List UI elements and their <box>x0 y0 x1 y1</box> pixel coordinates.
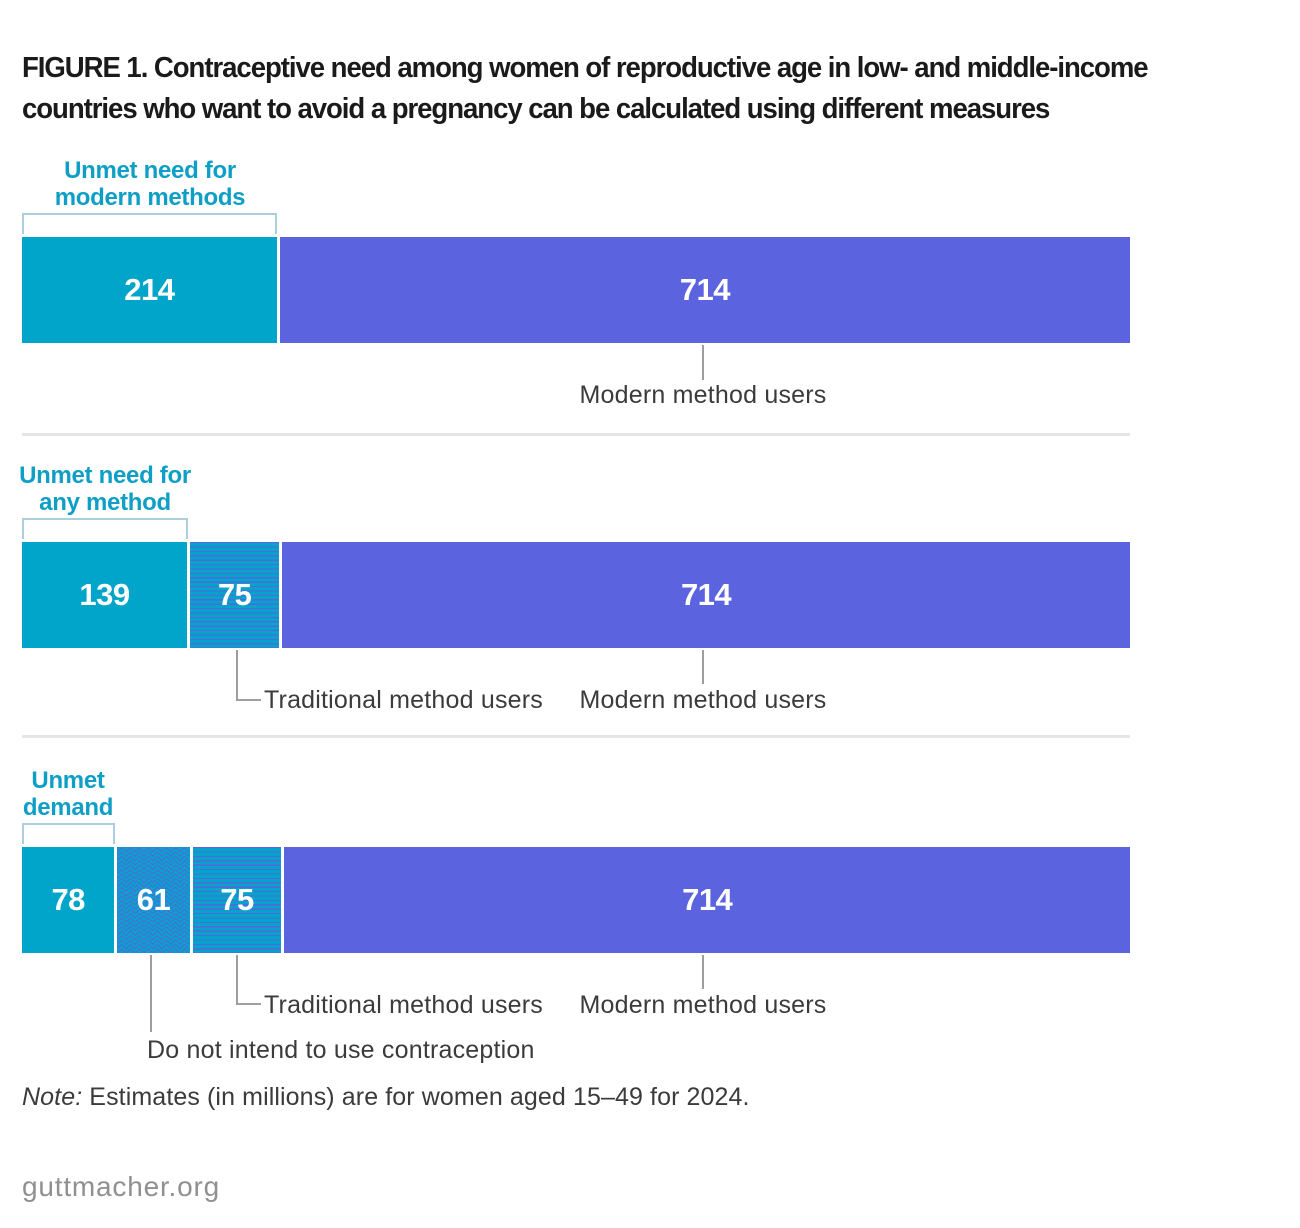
segment-unmet-need-modern-methods: 214 <box>22 237 277 343</box>
segment-value: 75 <box>217 577 252 612</box>
segment-do-not-intend: 61 <box>117 847 190 953</box>
bracket-unmet-any <box>22 518 188 539</box>
bar-unmet-modern: 214 714 <box>22 237 1130 343</box>
bracket-label-unmet-demand: Unmet demand <box>0 767 136 821</box>
figure-title-line2: countries who want to avoid a pregnancy … <box>22 93 1050 125</box>
bracket-label-line2: demand <box>22 794 114 821</box>
bracket-label-line1: Unmet <box>31 767 105 794</box>
bar-unmet-any: 139 75 714 <box>22 542 1130 648</box>
connector-modern-1 <box>702 345 704 380</box>
bracket-label-unmet-any: Unmet need for any method <box>0 462 210 516</box>
note-text: Estimates (in millions) are for women ag… <box>82 1083 750 1111</box>
segment-modern-method-users: 714 <box>282 542 1130 648</box>
segment-value: 78 <box>51 882 85 917</box>
note-label: Note: <box>22 1083 83 1111</box>
bracket-label-line1: Unmet need for <box>19 462 191 489</box>
bracket-label-line2: any method <box>39 489 171 516</box>
bracket-label-unmet-modern: Unmet need for modern methods <box>0 157 300 211</box>
connector-traditional-2 <box>236 650 238 701</box>
segment-value: 714 <box>682 882 733 917</box>
bracket-label-line2: modern methods <box>54 184 246 211</box>
segment-traditional-method-users: 75 <box>192 847 282 953</box>
figure-note: Note: Estimates (in millions) are for wo… <box>22 1083 750 1112</box>
segment-value: 714 <box>680 577 732 612</box>
annotation-modern-method-users-3: Modern method users <box>579 991 827 1019</box>
annotation-traditional-method-users-3: Traditional method users <box>264 991 544 1019</box>
bracket-label-line1: Unmet need for <box>64 157 236 184</box>
segment-traditional-method-users: 75 <box>190 542 280 648</box>
bracket-unmet-modern <box>22 213 277 234</box>
bracket-unmet-demand <box>22 823 115 844</box>
bar-unmet-demand: 78 61 75 714 <box>22 847 1130 953</box>
connector-do-not-intend-3 <box>150 955 152 1032</box>
annotation-modern-method-users-1: Modern method users <box>579 381 827 409</box>
segment-value: 61 <box>136 882 171 917</box>
site-credit: guttmacher.org <box>22 1171 220 1202</box>
figure-title-line1: FIGURE 1. Contraceptive need among women… <box>22 52 1149 84</box>
zigzag-pattern <box>117 847 190 953</box>
connector-traditional-elbow-3 <box>236 1003 261 1005</box>
segment-modern-method-users: 714 <box>279 237 1130 343</box>
segment-unmet-demand: 78 <box>22 847 115 953</box>
section-divider-1 <box>22 433 1130 436</box>
connector-traditional-3 <box>236 955 238 1005</box>
segment-modern-method-users: 714 <box>284 847 1130 953</box>
segment-value: 714 <box>679 272 731 307</box>
connector-traditional-elbow-2 <box>236 699 261 701</box>
figure-title: FIGURE 1. Contraceptive need among women… <box>22 48 1149 130</box>
connector-modern-2 <box>702 650 704 684</box>
segment-value: 214 <box>124 272 175 307</box>
segment-value: 139 <box>79 577 130 612</box>
segment-unmet-need-any-method: 139 <box>22 542 188 648</box>
annotation-modern-method-users-2: Modern method users <box>579 686 827 714</box>
section-divider-2 <box>22 735 1130 738</box>
connector-modern-3 <box>702 955 704 989</box>
annotation-traditional-method-users-2: Traditional method users <box>264 686 544 714</box>
annotation-do-not-intend: Do not intend to use contraception <box>147 1036 535 1064</box>
segment-value: 75 <box>220 882 254 917</box>
